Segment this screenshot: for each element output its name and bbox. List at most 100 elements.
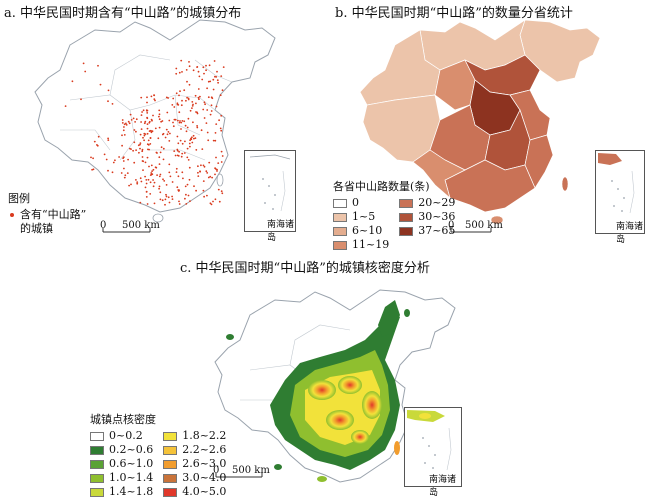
town-point <box>197 70 200 73</box>
legend-swatch <box>399 226 414 236</box>
town-point <box>209 175 212 178</box>
town-point <box>178 111 181 114</box>
town-point <box>137 144 140 147</box>
town-point <box>175 92 178 95</box>
town-point <box>153 181 156 184</box>
legend-class: 0~0.2 <box>90 429 153 443</box>
town-point <box>121 122 124 124</box>
legend-class: 30~36 <box>399 210 455 224</box>
town-point <box>144 175 147 178</box>
town-point <box>148 165 150 168</box>
town-point <box>139 177 142 180</box>
panel-b-title: b. 中华民国时期“中山路”的数量分省统计 <box>335 6 573 21</box>
town-point <box>202 66 205 69</box>
scale-label: 500 km <box>122 220 160 231</box>
town-point <box>207 80 210 83</box>
legend-class-label: 6~10 <box>352 224 383 237</box>
town-point <box>220 129 223 132</box>
town-point <box>167 131 170 133</box>
inset-label: 南海诸岛 <box>616 222 644 245</box>
town-point <box>210 203 213 206</box>
town-point <box>176 186 179 189</box>
town-point <box>207 139 210 142</box>
legend-title: 图例 <box>8 192 30 205</box>
legend-swatch <box>333 226 347 236</box>
hainan-island <box>490 215 504 225</box>
scale-bar <box>450 228 492 233</box>
legend-class-label: 3.0~4.0 <box>182 471 227 484</box>
inset-map: 南海诸岛 <box>404 407 462 498</box>
town-point <box>173 118 176 121</box>
town-point <box>184 140 186 143</box>
panel-b: b. 中华民国时期“中山路”的数量分省统计 <box>325 0 650 251</box>
legend-swatch <box>333 240 347 250</box>
legend-class: 20~29 <box>399 196 455 210</box>
town-point <box>103 153 106 156</box>
town-point <box>206 172 209 174</box>
legend-swatch <box>399 212 414 222</box>
legend-item-label: 含有“中山路” <box>20 208 87 221</box>
town-point <box>185 130 188 133</box>
town-point <box>122 160 125 162</box>
town-point <box>150 131 153 134</box>
town-point <box>175 171 178 174</box>
town-point <box>132 117 135 120</box>
town-point <box>91 168 93 171</box>
town-point <box>158 118 161 121</box>
town-point <box>200 129 203 132</box>
legend-class: 1.8~2.2 <box>163 429 226 443</box>
town-point <box>192 103 194 106</box>
town-point <box>152 179 155 181</box>
town-point <box>218 119 221 122</box>
town-point <box>191 107 193 109</box>
town-point <box>205 69 208 72</box>
town-point <box>201 148 204 151</box>
town-point <box>191 105 194 107</box>
legend-swatch <box>90 445 104 455</box>
town-point <box>176 148 179 151</box>
town-point <box>194 94 197 97</box>
town-point <box>158 185 161 188</box>
inset-label: 南海诸岛 <box>267 220 295 243</box>
legend-class: 2.6~3.0 <box>163 457 226 471</box>
legend-class: 0.2~0.6 <box>90 443 153 457</box>
panel-c: c. 中华民国时期“中山路”的城镇核密度分析 <box>0 245 650 498</box>
town-point <box>146 123 149 125</box>
town-point <box>222 66 225 68</box>
town-point <box>147 178 150 181</box>
town-point <box>139 133 142 136</box>
hotspot-5 <box>351 430 369 444</box>
town-point <box>185 203 188 205</box>
town-point <box>192 121 194 124</box>
town-point <box>127 158 129 161</box>
town-point <box>181 120 184 122</box>
town-point <box>154 99 156 102</box>
town-point <box>159 173 162 176</box>
town-point <box>142 136 144 139</box>
town-point <box>203 195 206 198</box>
hainan-island <box>152 213 164 223</box>
town-point <box>178 189 181 192</box>
town-point <box>197 88 200 90</box>
town-point <box>165 128 168 131</box>
town-point <box>173 150 176 153</box>
town-point <box>184 124 187 127</box>
town-point <box>174 154 177 157</box>
town-point <box>164 203 166 206</box>
town-point <box>202 180 205 183</box>
legend-class-label: 20~29 <box>418 196 456 209</box>
town-point <box>153 94 156 97</box>
town-point <box>132 149 135 152</box>
town-point <box>125 124 128 126</box>
legend-class: 11~19 <box>333 238 389 252</box>
scale-zero: 0 <box>213 465 220 476</box>
legend-class-label: 0.2~0.6 <box>109 443 154 456</box>
town-point <box>220 75 223 77</box>
town-point <box>162 158 165 161</box>
town-point <box>214 132 217 134</box>
town-point <box>208 64 211 67</box>
panel-c-map <box>214 289 456 483</box>
town-point <box>164 198 167 201</box>
town-point <box>142 109 145 112</box>
town-point <box>188 166 191 169</box>
